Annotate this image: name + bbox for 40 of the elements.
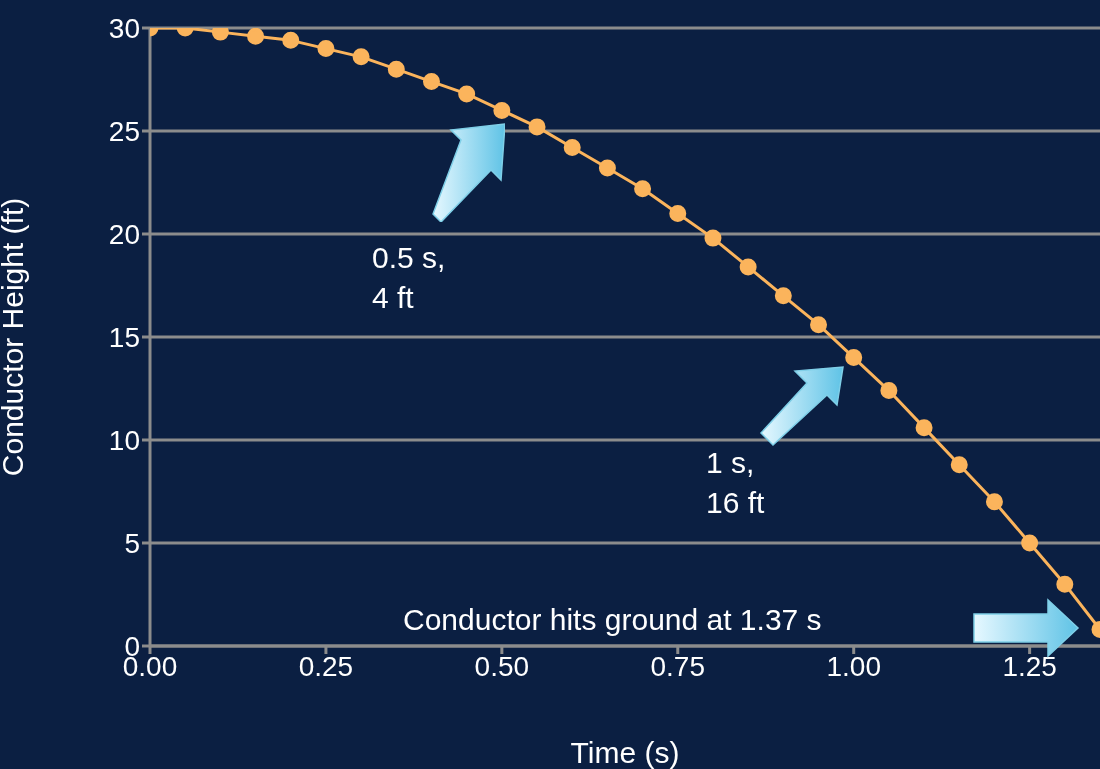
y-tick-label: 15	[108, 321, 140, 353]
x-axis-title: Time (s)	[570, 736, 680, 769]
point	[985, 493, 1003, 511]
point	[810, 316, 828, 334]
point	[493, 101, 511, 119]
y-axis-title: Conductor Height (ft)	[0, 197, 29, 477]
y-tick-label: 25	[108, 115, 140, 147]
y-tick-label: 10	[108, 424, 140, 456]
point	[387, 60, 405, 78]
point	[282, 31, 300, 49]
point	[739, 258, 757, 276]
point	[1056, 575, 1074, 593]
x-tick-label: 0.75	[650, 650, 706, 682]
point	[915, 419, 933, 437]
point	[1021, 534, 1039, 552]
point	[317, 40, 335, 58]
point	[634, 180, 652, 198]
point	[774, 287, 792, 305]
point	[598, 159, 616, 177]
y-tick-label: 5	[124, 527, 140, 559]
annotation: 1 s, 16 ft	[706, 445, 765, 521]
x-tick-label: 0.50	[474, 650, 530, 682]
point	[669, 204, 687, 222]
y-tick-label: 20	[108, 218, 140, 250]
point	[247, 28, 265, 45]
annotation: 0.5 s, 4 ft	[372, 240, 446, 316]
point	[950, 456, 968, 474]
x-tick-label: 0.25	[298, 650, 354, 682]
point	[845, 349, 863, 367]
point	[528, 118, 546, 136]
point	[352, 48, 370, 66]
point	[880, 382, 898, 400]
x-tick-label: 1.00	[826, 650, 881, 682]
point	[563, 138, 581, 156]
point	[422, 73, 440, 91]
y-tick-label: 30	[108, 12, 140, 44]
x-tick-label: 1.25	[1002, 650, 1057, 682]
annotation: Conductor hits ground at 1.37 s	[403, 602, 822, 638]
point	[458, 85, 476, 103]
point	[704, 229, 722, 247]
